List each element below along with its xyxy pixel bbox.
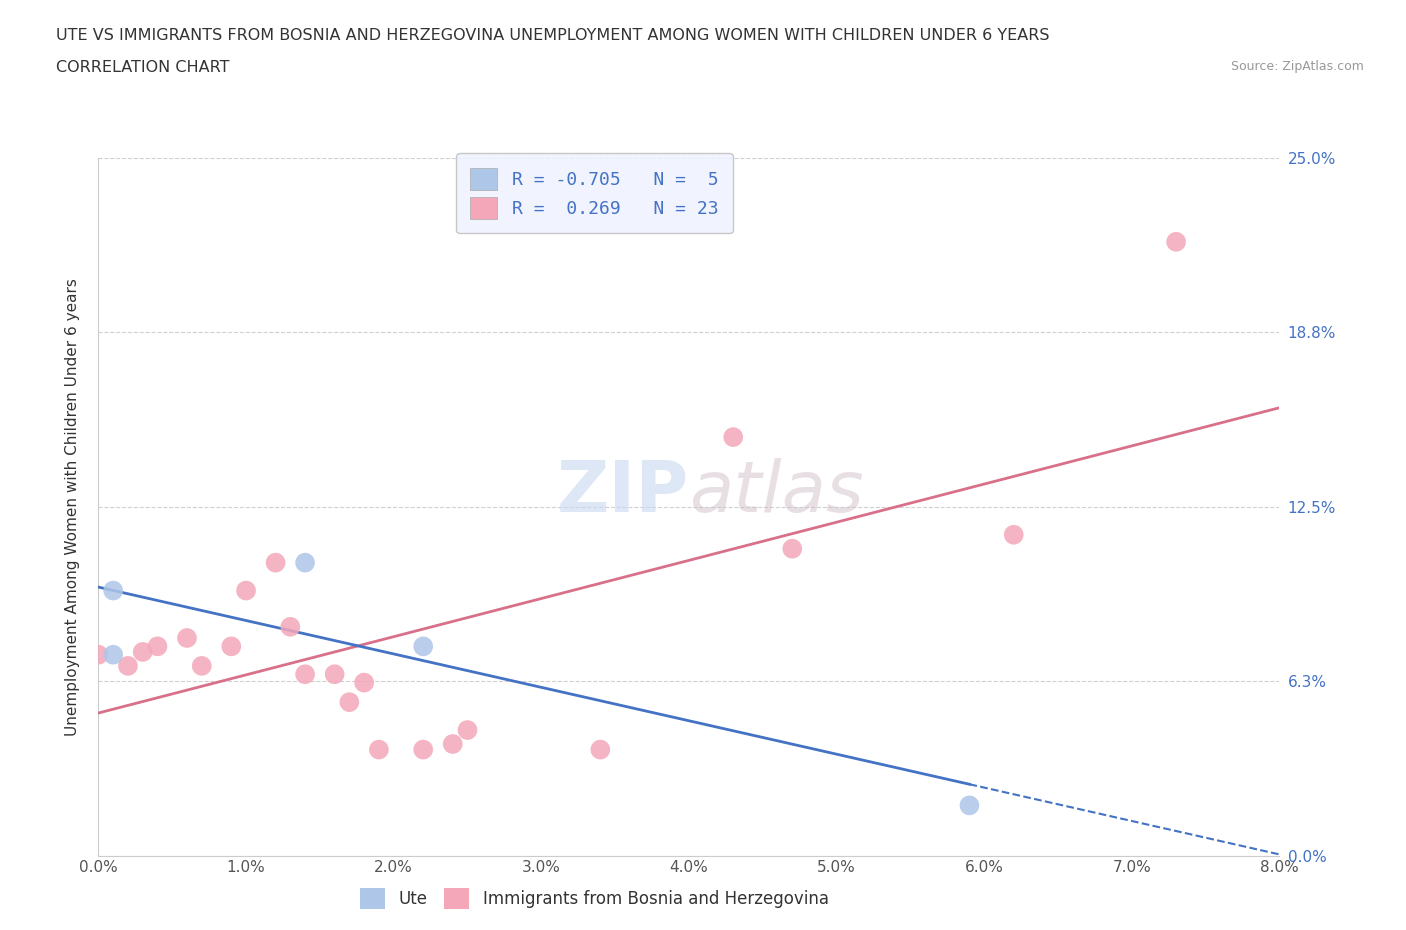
Point (87, 647, 110, 662)
Point (353, 675, 375, 690)
Point (176, 631, 198, 645)
Point (264, 555, 287, 570)
Point (957, 798, 980, 813)
Point (323, 667, 346, 682)
Point (412, 639, 434, 654)
Text: Source: ZipAtlas.com: Source: ZipAtlas.com (1230, 60, 1364, 73)
Point (219, 639, 242, 654)
Legend: Ute, Immigrants from Bosnia and Herzegovina: Ute, Immigrants from Bosnia and Herzegov… (352, 880, 837, 917)
Text: ZIP: ZIP (557, 458, 689, 527)
Point (103, 647, 125, 662)
Point (589, 742, 612, 757)
Point (1164, 234, 1187, 249)
Point (782, 541, 804, 556)
Point (191, 658, 214, 673)
Text: UTE VS IMMIGRANTS FROM BOSNIA AND HERZEGOVINA UNEMPLOYMENT AMONG WOMEN WITH CHIL: UTE VS IMMIGRANTS FROM BOSNIA AND HERZEG… (56, 28, 1050, 43)
Point (721, 430, 744, 445)
Point (1002, 527, 1025, 542)
Point (235, 583, 257, 598)
Point (146, 639, 169, 654)
Point (294, 555, 316, 570)
Point (117, 658, 139, 673)
Point (294, 667, 316, 682)
Point (337, 695, 360, 710)
Point (412, 742, 434, 757)
Point (367, 742, 389, 757)
Text: CORRELATION CHART: CORRELATION CHART (56, 60, 229, 75)
Point (132, 644, 155, 659)
Point (103, 583, 125, 598)
Y-axis label: Unemployment Among Women with Children Under 6 years: Unemployment Among Women with Children U… (65, 278, 80, 736)
Text: atlas: atlas (689, 458, 863, 527)
Point (441, 737, 464, 751)
Point (278, 619, 302, 634)
Point (456, 723, 478, 737)
